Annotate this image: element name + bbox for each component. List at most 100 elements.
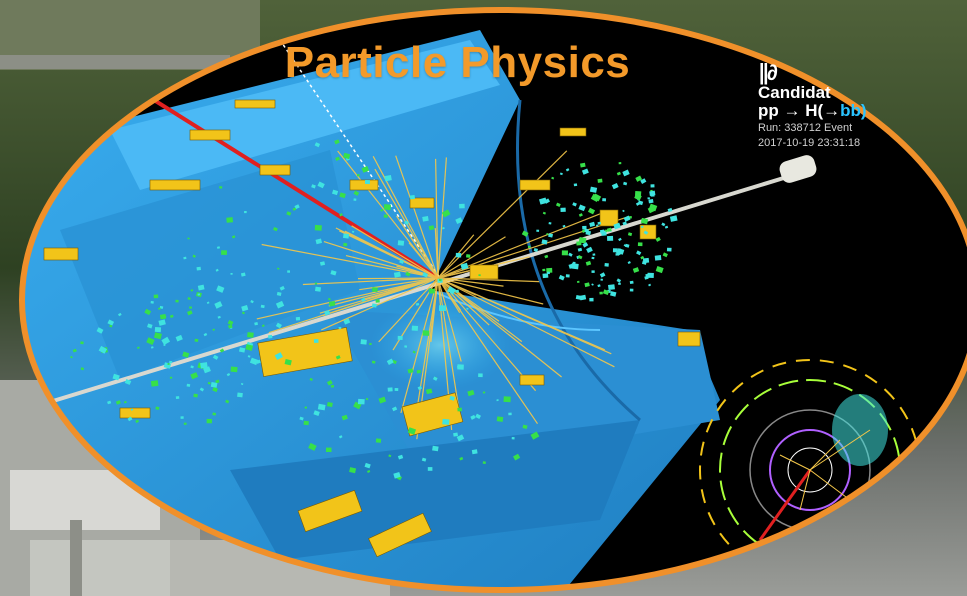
hit-marker (578, 213, 583, 217)
hit-marker (644, 275, 649, 280)
hit-marker (541, 239, 548, 245)
hit-marker (615, 248, 624, 256)
hit-marker (470, 414, 476, 420)
hit-marker (647, 197, 650, 200)
hit-marker (650, 184, 655, 188)
hit-marker (428, 288, 435, 294)
hit-marker (627, 232, 633, 237)
hit-marker (640, 178, 647, 185)
hit-marker (422, 215, 429, 222)
hit-marker (247, 332, 254, 338)
hit-marker (353, 401, 362, 410)
hit-marker (649, 190, 656, 196)
hit-marker (190, 365, 194, 369)
hit-marker (314, 286, 322, 292)
hit-marker (438, 278, 442, 282)
hit-marker (393, 471, 401, 479)
hit-marker (245, 344, 254, 351)
hit-marker (314, 224, 322, 231)
hit-marker (456, 434, 465, 442)
particle-track (437, 277, 544, 305)
hit-marker (457, 407, 462, 412)
hit-marker (662, 252, 668, 258)
hit-marker (427, 467, 433, 471)
particle-track (395, 155, 439, 279)
particle-track (437, 277, 462, 422)
hit-marker (544, 254, 549, 259)
hit-marker (608, 284, 615, 291)
hit-marker (613, 222, 621, 230)
logo-icon: ∥∂ (758, 62, 778, 85)
hit-marker (331, 189, 339, 196)
hit-marker (546, 267, 553, 273)
hit-marker (146, 337, 155, 345)
hit-marker (98, 345, 108, 354)
particle-track (261, 243, 439, 279)
hit-marker (618, 282, 621, 285)
hit-marker (387, 387, 393, 392)
hit-marker (467, 389, 475, 397)
particle-track (437, 277, 504, 287)
hit-marker (647, 205, 656, 214)
hit-marker (153, 332, 162, 340)
hit-marker (155, 406, 160, 410)
hit-marker (442, 418, 450, 425)
hit-marker (471, 449, 478, 455)
hit-marker (80, 341, 84, 345)
hit-marker (415, 302, 420, 306)
particle-track (357, 277, 439, 280)
particle-track (437, 277, 477, 296)
hit-marker (589, 221, 596, 227)
hit-marker (407, 427, 417, 435)
hit-marker (383, 204, 391, 211)
hit-marker (568, 252, 573, 257)
hit-marker (558, 274, 565, 281)
hit-marker (629, 280, 634, 285)
hit-marker (412, 350, 416, 354)
hit-marker (604, 229, 608, 233)
hit-marker (175, 299, 179, 303)
hit-marker (80, 367, 85, 371)
hit-marker (194, 338, 199, 342)
hit-marker (118, 312, 122, 317)
hit-marker (536, 229, 540, 232)
hit-marker (309, 377, 313, 381)
hit-marker (432, 376, 438, 381)
hit-marker (163, 343, 166, 347)
hit-marker (193, 393, 198, 398)
particle-track (437, 236, 506, 279)
vertex-glow (370, 300, 510, 390)
hit-marker (216, 285, 225, 293)
particle-track (256, 277, 439, 320)
hit-marker (339, 192, 346, 199)
hit-marker (640, 255, 645, 260)
hit-marker (212, 328, 215, 331)
particle-track (396, 265, 439, 279)
hit-marker (513, 453, 521, 461)
hit-marker (585, 230, 591, 236)
hit-marker (399, 259, 405, 264)
hit-marker (249, 357, 259, 366)
process-label: pp → H(→bb) (758, 102, 958, 120)
hit-marker (330, 384, 335, 388)
hit-marker (313, 410, 320, 416)
hit-marker (219, 185, 223, 189)
hit-marker (360, 339, 367, 345)
hit-marker (411, 325, 419, 331)
hit-marker (447, 286, 456, 295)
hit-marker (599, 229, 605, 234)
hit-marker (276, 291, 282, 296)
process-highlight: bb) (840, 101, 867, 120)
hit-marker (364, 180, 370, 185)
hit-marker (217, 315, 221, 319)
hit-marker (559, 172, 563, 176)
hit-marker (397, 240, 405, 246)
hit-marker (636, 250, 642, 256)
hit-marker (361, 297, 366, 302)
hit-marker (611, 182, 619, 190)
hit-marker (565, 274, 570, 278)
hit-marker (158, 307, 161, 310)
hit-marker (371, 303, 377, 308)
particle-track (351, 225, 439, 279)
hit-marker (404, 220, 409, 225)
